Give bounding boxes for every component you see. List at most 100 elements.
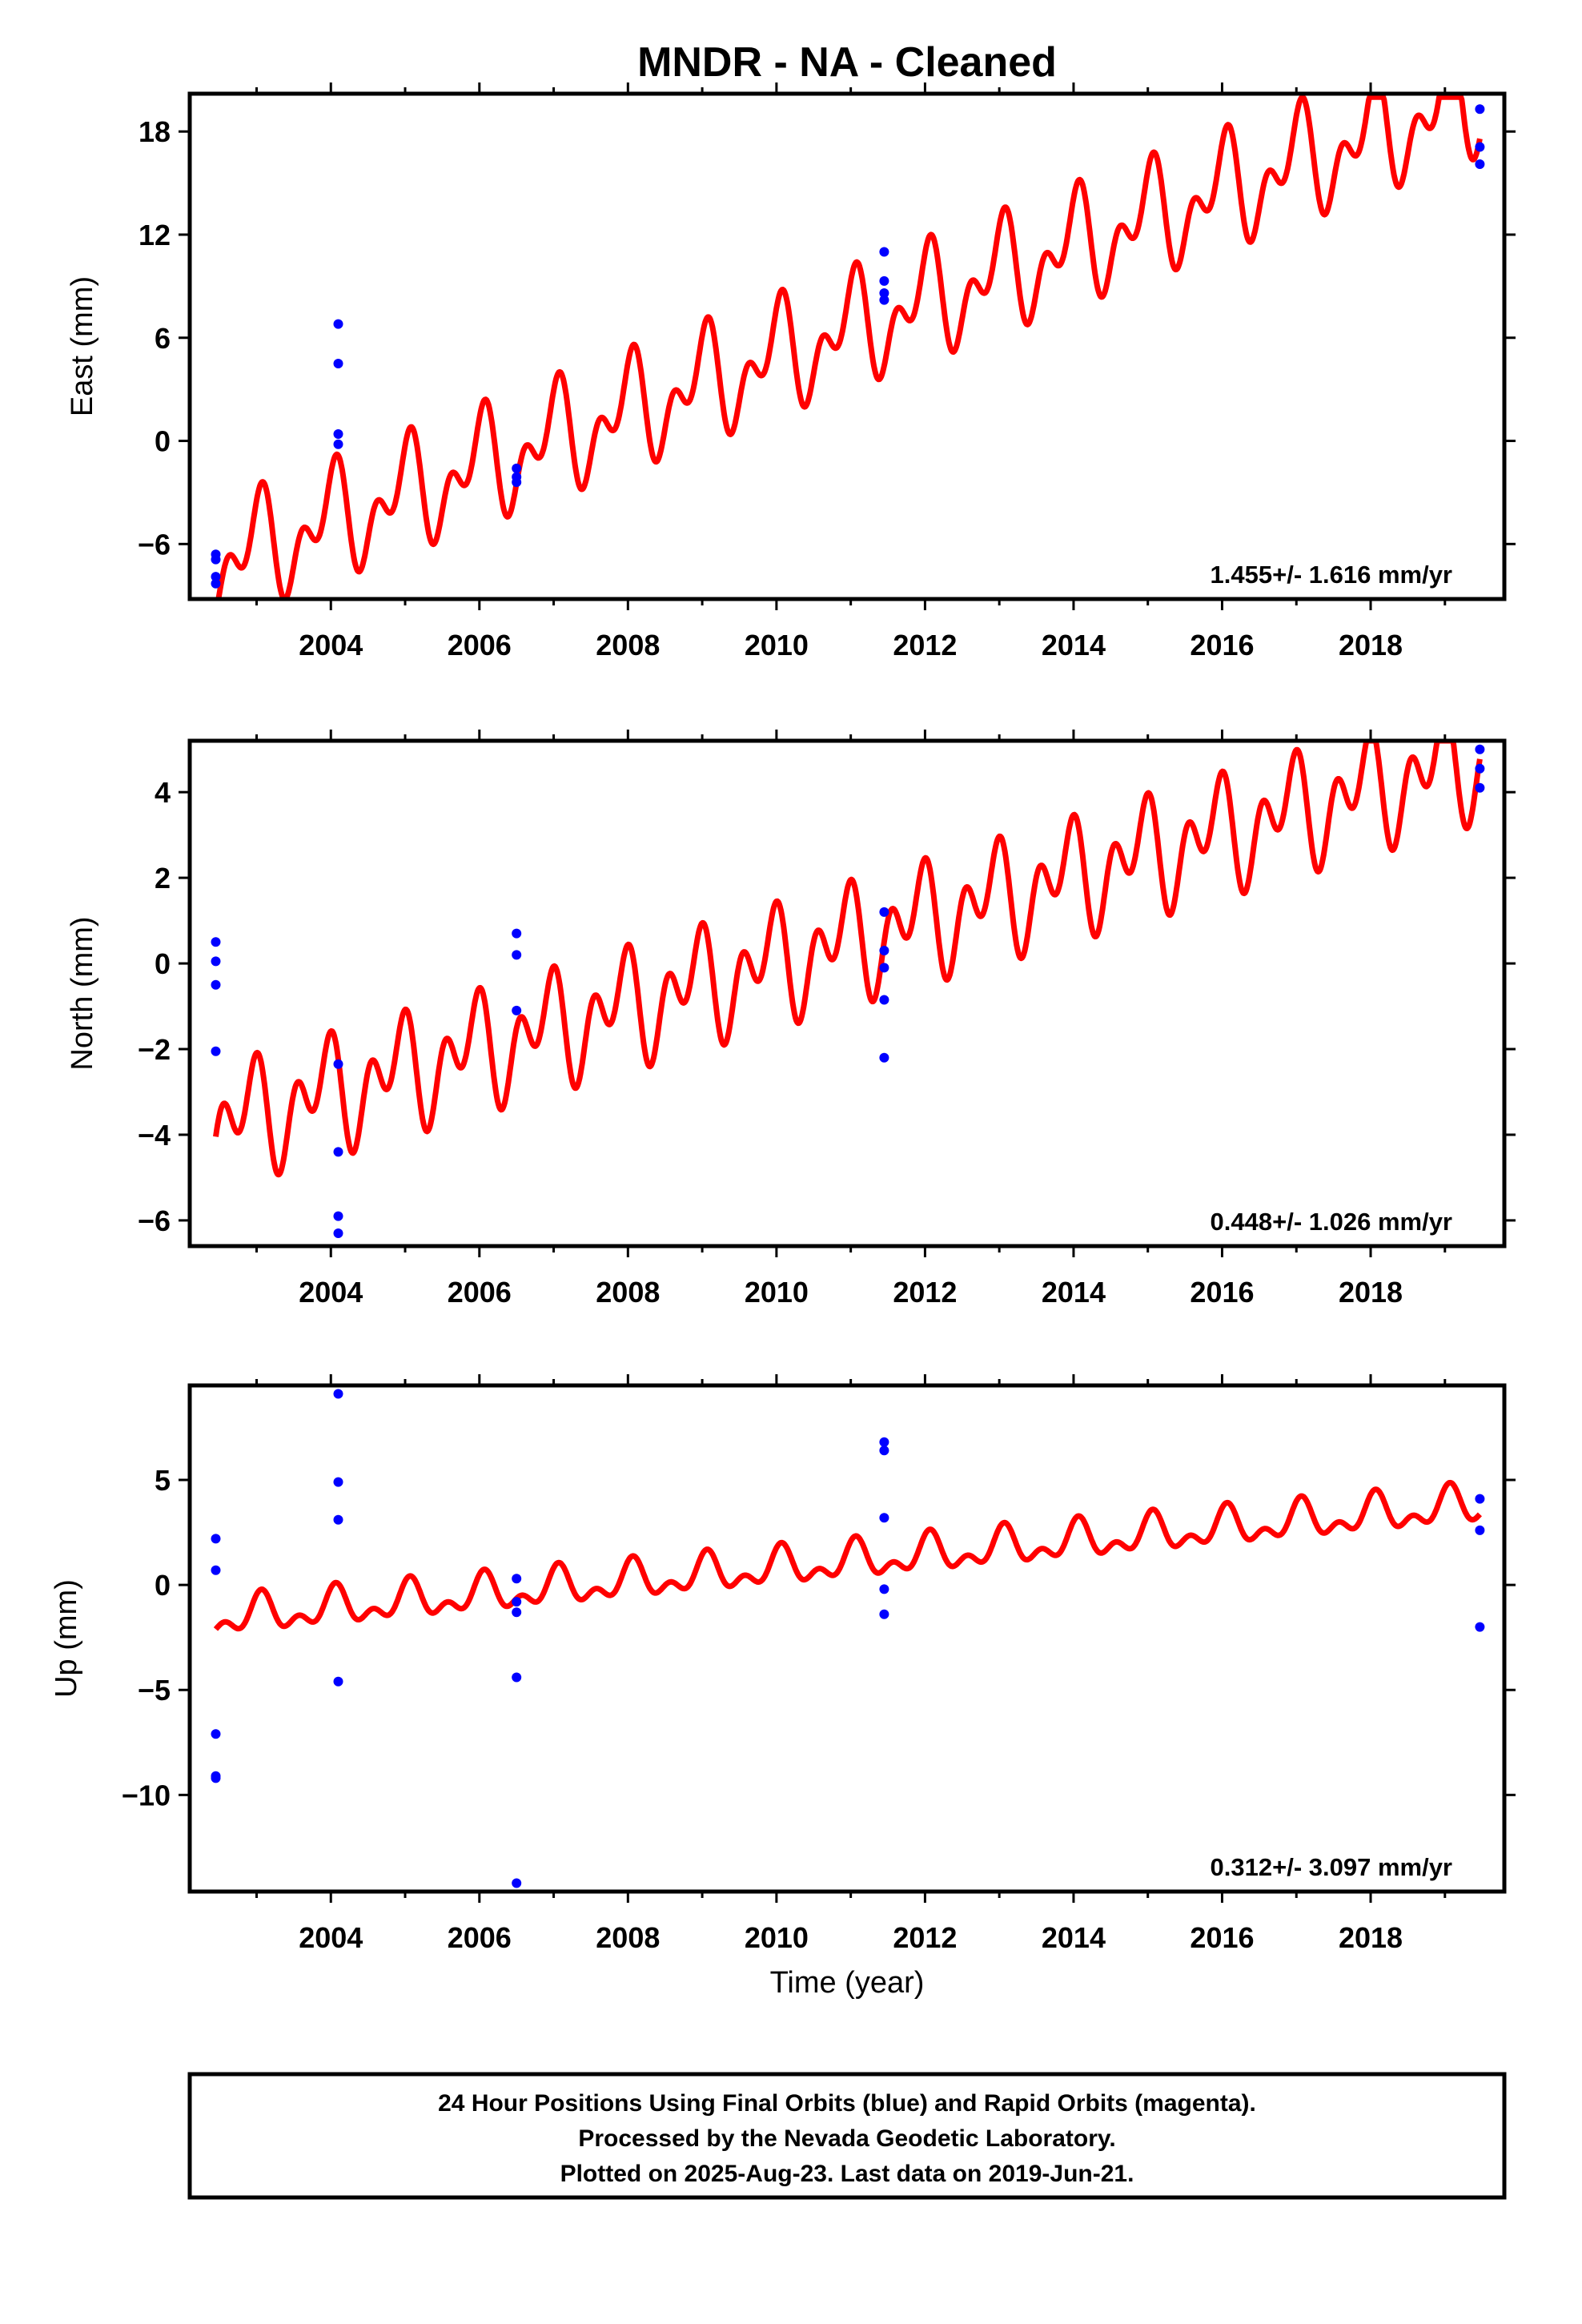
data-point-up-12 — [512, 1672, 522, 1683]
data-point-east-14 — [879, 295, 889, 305]
data-point-east-15 — [1475, 104, 1485, 115]
x-tick-label-up: 2018 — [1339, 1921, 1403, 1954]
data-point-up-9 — [512, 1574, 522, 1584]
y-tick-label-east: −6 — [138, 528, 171, 561]
data-point-east-11 — [879, 247, 889, 257]
data-point-up-8 — [333, 1676, 343, 1687]
x-tick-label-east: 2008 — [596, 629, 660, 661]
data-point-north-3 — [211, 1046, 221, 1056]
data-point-east-6 — [333, 429, 343, 439]
data-point-up-2 — [211, 1729, 221, 1739]
footer-frame — [187, 2072, 1507, 2200]
data-point-east-7 — [333, 439, 343, 449]
x-tick-label-east: 2004 — [299, 629, 363, 661]
data-point-north-2 — [211, 979, 221, 990]
x-tick-label-north: 2016 — [1190, 1276, 1254, 1309]
x-tick-label-east: 2012 — [893, 629, 957, 661]
data-point-up-16 — [879, 1513, 889, 1523]
x-tick-label-up: 2008 — [596, 1921, 660, 1954]
data-point-up-1 — [211, 1565, 221, 1575]
x-tick-label-east: 2016 — [1190, 629, 1254, 661]
panel-north: 2004 2006 2008 2010 2012 2014 2016 2018 −6 −4 −2 0 2… — [66, 730, 1516, 1309]
x-tick-label-north: 2010 — [745, 1276, 809, 1309]
rate-annotation-up: 0.312+/- 3.097 mm/yr — [1211, 1853, 1452, 1881]
x-tick-label-east: 2006 — [448, 629, 512, 661]
data-point-north-0 — [211, 937, 221, 947]
data-point-north-1 — [211, 956, 221, 967]
data-point-north-14 — [879, 995, 889, 1005]
data-point-north-16 — [1475, 744, 1485, 754]
y-tick-label-north: 4 — [155, 776, 171, 809]
data-point-east-10 — [512, 477, 522, 488]
plot-frame-north — [187, 738, 1507, 1248]
footer-line-3: Plotted on 2025-Aug-23. Last data on 201… — [560, 2161, 1134, 2187]
model-curve-north — [213, 741, 1483, 1178]
data-point-up-0 — [211, 1534, 221, 1544]
data-point-up-4 — [211, 1773, 221, 1783]
data-point-up-11 — [512, 1607, 522, 1618]
data-point-up-14 — [879, 1437, 889, 1447]
data-point-up-15 — [879, 1445, 889, 1456]
x-axis-label: Time (year) — [770, 1966, 925, 2000]
data-point-up-18 — [879, 1609, 889, 1619]
data-point-up-21 — [1475, 1622, 1485, 1632]
y-tick-label-east: 6 — [155, 322, 171, 355]
x-tick-label-up: 2016 — [1190, 1921, 1254, 1954]
data-point-up-17 — [879, 1584, 889, 1594]
x-tick-label-up: 2014 — [1042, 1921, 1106, 1954]
x-tick-label-north: 2012 — [893, 1276, 957, 1309]
x-tick-label-north: 2008 — [596, 1276, 660, 1309]
plot-frame-up — [187, 1383, 1507, 1894]
data-point-north-12 — [879, 946, 889, 955]
data-point-east-2 — [211, 572, 221, 582]
data-point-north-13 — [879, 963, 889, 973]
data-point-east-17 — [1475, 159, 1485, 169]
data-point-up-20 — [1475, 1525, 1485, 1535]
x-tick-label-north: 2014 — [1042, 1276, 1106, 1309]
data-point-north-4 — [333, 1059, 343, 1069]
footer-box: 24 Hour Positions Using Final Orbits (bl… — [187, 2072, 1507, 2200]
data-point-north-17 — [1475, 763, 1485, 774]
x-tick-label-east: 2018 — [1339, 629, 1403, 661]
data-point-north-6 — [333, 1211, 343, 1221]
x-tick-label-up: 2012 — [893, 1921, 957, 1954]
y-tick-label-north: −2 — [138, 1033, 171, 1066]
y-tick-label-up: −5 — [138, 1674, 171, 1707]
x-tick-label-north: 2004 — [299, 1276, 363, 1309]
y-tick-label-north: −4 — [138, 1119, 171, 1152]
data-point-east-3 — [211, 578, 221, 589]
x-tick-label-up: 2004 — [299, 1921, 363, 1954]
y-tick-label-north: 2 — [155, 862, 171, 895]
y-tick-label-up: 0 — [155, 1569, 171, 1602]
data-point-up-6 — [333, 1477, 343, 1487]
data-point-north-5 — [333, 1147, 343, 1157]
data-point-north-8 — [512, 928, 522, 939]
footer-line-2: Processed by the Nevada Geodetic Laborat… — [578, 2125, 1115, 2152]
model-curve-up — [213, 1479, 1482, 1632]
x-tick-label-north: 2006 — [448, 1276, 512, 1309]
model-curve-east — [215, 94, 1483, 599]
data-point-east-1 — [211, 554, 221, 565]
data-point-north-7 — [333, 1228, 343, 1238]
data-point-up-5 — [333, 1389, 343, 1399]
data-point-north-11 — [879, 907, 889, 917]
y-axis-label-east: East (mm) — [66, 276, 99, 416]
data-point-north-9 — [512, 950, 522, 960]
y-tick-label-east: 18 — [139, 115, 171, 148]
data-point-up-19 — [1475, 1494, 1485, 1504]
x-tick-label-east: 2014 — [1042, 629, 1106, 661]
footer-line-1: 24 Hour Positions Using Final Orbits (bl… — [438, 2090, 1256, 2117]
data-point-east-5 — [333, 359, 343, 368]
data-point-up-10 — [512, 1597, 522, 1607]
y-tick-label-north: −6 — [138, 1204, 171, 1237]
y-tick-label-east: 12 — [139, 219, 171, 251]
panel-up: 2004 2006 2008 2010 2012 2014 2016 2018 −10 −5 0 5 U… — [50, 1374, 1516, 1954]
x-tick-label-up: 2010 — [745, 1921, 809, 1954]
y-tick-label-east: 0 — [155, 425, 171, 458]
rate-annotation-east: 1.455+/- 1.616 mm/yr — [1211, 561, 1452, 589]
data-point-east-4 — [333, 319, 343, 329]
data-point-east-12 — [879, 275, 889, 286]
data-point-east-8 — [512, 463, 522, 473]
y-tick-label-up: 5 — [155, 1464, 171, 1497]
